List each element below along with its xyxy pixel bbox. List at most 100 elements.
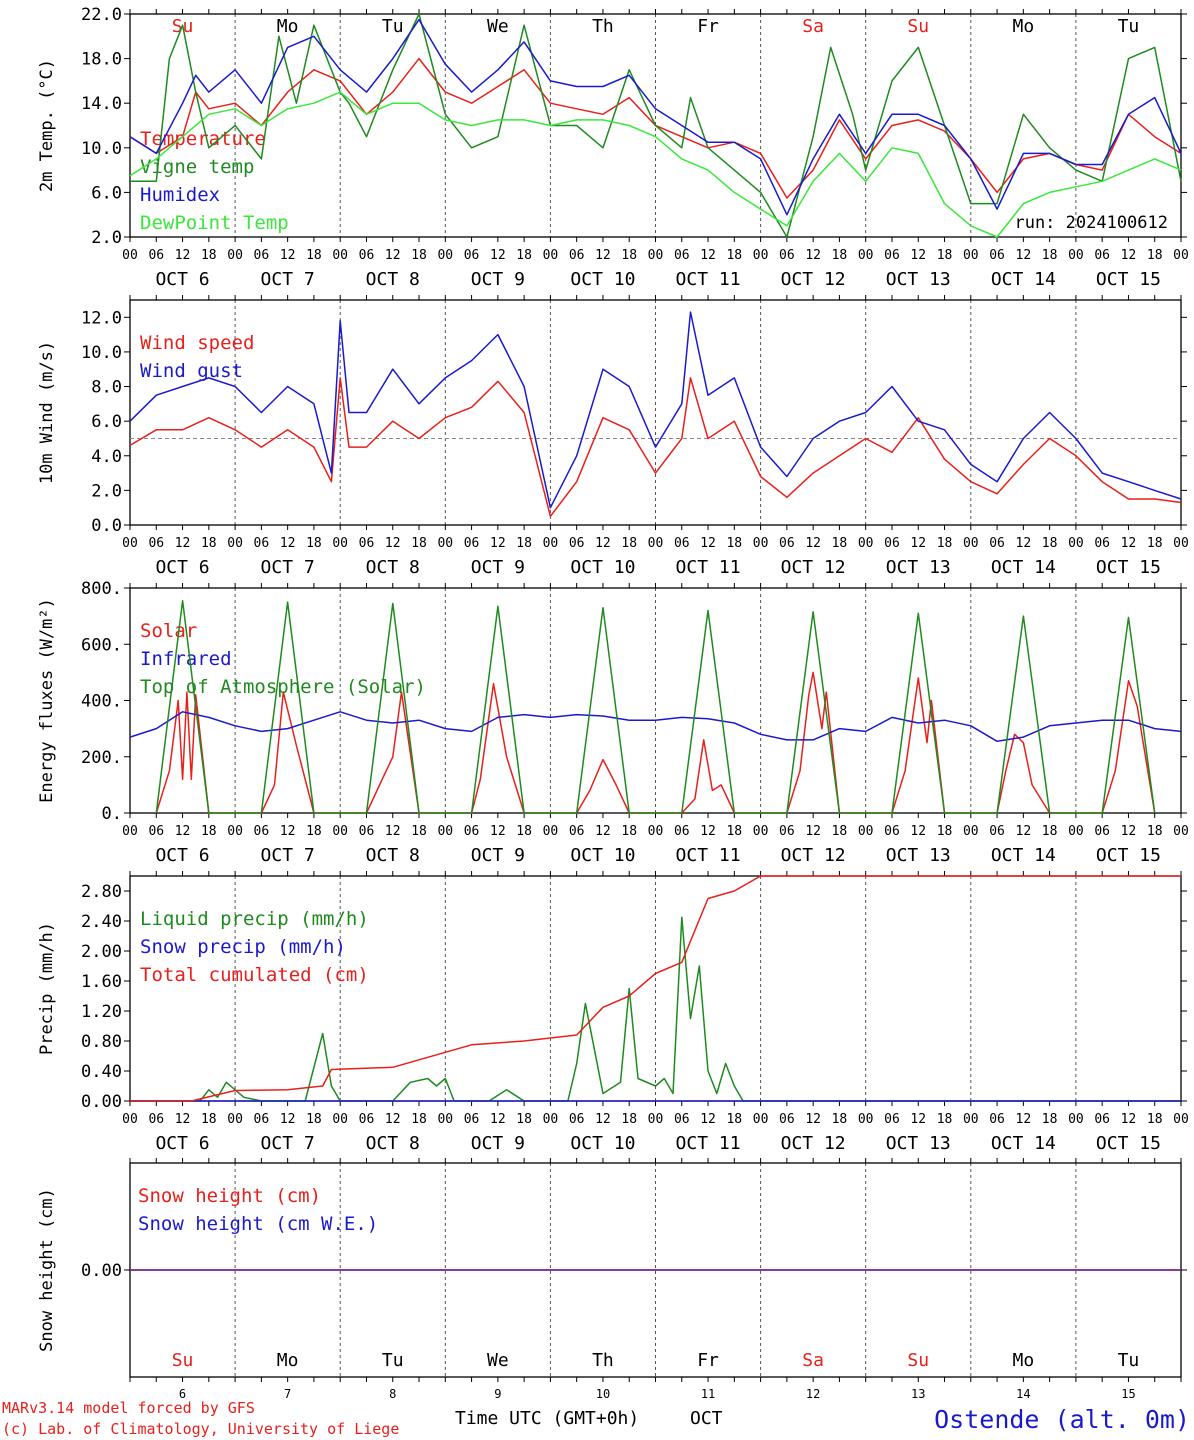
- hour-tick-label: 18: [201, 1112, 217, 1127]
- hour-tick-label: 00: [437, 1112, 453, 1127]
- panel-2: 0.0 2.0 4.0 6.0 8.0 10.0 12.0 10m Wind (m/s) 00 0…: [37, 295, 1189, 578]
- hour-tick-label: 18: [411, 1112, 427, 1127]
- y-axis-label: Snow height (cm): [37, 1188, 57, 1352]
- hour-tick-label: 12: [175, 536, 191, 551]
- series-line-1: [155, 671, 1156, 814]
- hour-tick-label: 12: [1121, 824, 1137, 839]
- hour-tick-label: 06: [464, 248, 480, 263]
- hour-tick-label: 12: [280, 824, 296, 839]
- hour-tick-label: 12: [280, 248, 296, 263]
- day-date-label: OCT 12: [781, 845, 846, 866]
- day-date-label: OCT 15: [1096, 1133, 1161, 1154]
- series-line-4: [129, 91, 1182, 238]
- hour-tick-label: 06: [254, 248, 270, 263]
- hour-tick-label: 18: [726, 536, 742, 551]
- day-date-label: OCT 6: [155, 845, 209, 866]
- hour-tick-label: 18: [201, 536, 217, 551]
- hour-tick-label: 00: [227, 536, 243, 551]
- hour-tick-label: 18: [832, 1112, 848, 1127]
- y-tick-label: 0.00: [81, 1092, 122, 1112]
- day-number-label: 8: [389, 1387, 396, 1401]
- hour-tick-label: 00: [1173, 1112, 1189, 1127]
- hour-tick-label: 00: [332, 536, 348, 551]
- hour-tick-label: 00: [753, 824, 769, 839]
- hour-tick-label: 00: [858, 1112, 874, 1127]
- panel-4: 0.00 0.40 0.80 1.20 1.60 2.00 2.40 2.80 Precip (…: [37, 871, 1189, 1154]
- hour-tick-label: 12: [805, 1112, 821, 1127]
- day-abbr-label: Su: [172, 1350, 194, 1371]
- y-tick-label: 0.0: [91, 516, 122, 536]
- hour-tick-label: 00: [122, 824, 138, 839]
- legend-entry: Snow height (cm): [138, 1185, 321, 1207]
- hour-tick-label: 12: [595, 536, 611, 551]
- hour-tick-label: 06: [989, 536, 1005, 551]
- hour-tick-label: 18: [1042, 536, 1058, 551]
- series-line-3: [155, 599, 1156, 814]
- panel-3: 0. 200. 400. 600. 800. Energy fluxes (W/m²) 00…: [37, 579, 1189, 866]
- day-abbr-label: Tu: [382, 16, 404, 37]
- day-date-label: OCT 13: [886, 1133, 951, 1154]
- hour-tick-label: 12: [175, 824, 191, 839]
- day-date-label: OCT 6: [155, 1133, 209, 1154]
- day-date-label: OCT 15: [1096, 845, 1161, 866]
- day-number-label: 14: [1016, 1387, 1030, 1401]
- y-tick-label: 4.0: [91, 447, 122, 467]
- day-date-label: OCT 12: [781, 269, 846, 290]
- y-tick-label: 1.60: [81, 972, 122, 992]
- hour-tick-label: 12: [490, 824, 506, 839]
- day-date-label: OCT 8: [366, 845, 420, 866]
- hour-tick-label: 06: [884, 248, 900, 263]
- hour-tick-label: 06: [569, 536, 585, 551]
- hour-tick-label: 00: [227, 1112, 243, 1127]
- hour-tick-label: 00: [648, 536, 664, 551]
- day-date-label: OCT 12: [781, 1133, 846, 1154]
- y-tick-label: 2.00: [81, 942, 122, 962]
- hour-tick-label: 00: [227, 824, 243, 839]
- x-axis-label: Time UTC (GMT+0h): [455, 1408, 639, 1429]
- hour-tick-label: 00: [1173, 824, 1189, 839]
- hour-tick-label: 06: [359, 824, 375, 839]
- hour-tick-label: 18: [621, 824, 637, 839]
- hour-tick-label: 06: [359, 536, 375, 551]
- hour-tick-label: 06: [989, 248, 1005, 263]
- hour-tick-label: 06: [148, 248, 164, 263]
- day-number-label: 9: [494, 1387, 501, 1401]
- hour-tick-label: 06: [148, 1112, 164, 1127]
- hour-tick-label: 18: [201, 824, 217, 839]
- legend-entry: Solar: [140, 620, 197, 642]
- hour-tick-label: 12: [1121, 248, 1137, 263]
- hour-tick-label: 12: [595, 248, 611, 263]
- hour-tick-label: 18: [1147, 536, 1163, 551]
- day-number-label: 15: [1121, 1387, 1135, 1401]
- y-tick-label: 10.0: [81, 139, 122, 159]
- hour-tick-label: 06: [254, 536, 270, 551]
- hour-tick-label: 12: [385, 824, 401, 839]
- hour-tick-label: 18: [516, 824, 532, 839]
- y-tick-label: 22.0: [81, 5, 122, 25]
- day-date-label: OCT 15: [1096, 269, 1161, 290]
- day-abbr-label: We: [487, 1350, 509, 1371]
- hour-tick-label: 00: [1068, 536, 1084, 551]
- day-abbr-label: Sa: [802, 16, 824, 37]
- hour-tick-label: 12: [1016, 1112, 1032, 1127]
- hour-tick-label: 00: [543, 824, 559, 839]
- credit-line-1: MARv3.14 model forced by GFS: [2, 1399, 255, 1417]
- legend-entry: Temperature: [140, 128, 266, 150]
- hour-tick-label: 00: [648, 824, 664, 839]
- hour-tick-label: 00: [332, 248, 348, 263]
- hour-tick-label: 06: [464, 1112, 480, 1127]
- hour-tick-label: 06: [359, 248, 375, 263]
- hour-tick-label: 18: [1147, 248, 1163, 263]
- day-date-label: OCT 11: [676, 845, 741, 866]
- hour-tick-label: 12: [595, 1112, 611, 1127]
- day-date-label: OCT 9: [471, 845, 525, 866]
- day-date-label: OCT 7: [261, 557, 315, 578]
- hour-tick-label: 06: [779, 824, 795, 839]
- y-tick-label: 2.40: [81, 912, 122, 932]
- hour-tick-label: 06: [989, 824, 1005, 839]
- hour-tick-label: 06: [1094, 248, 1110, 263]
- hour-tick-label: 18: [1147, 1112, 1163, 1127]
- hour-tick-label: 18: [937, 536, 953, 551]
- day-date-label: OCT 8: [366, 557, 420, 578]
